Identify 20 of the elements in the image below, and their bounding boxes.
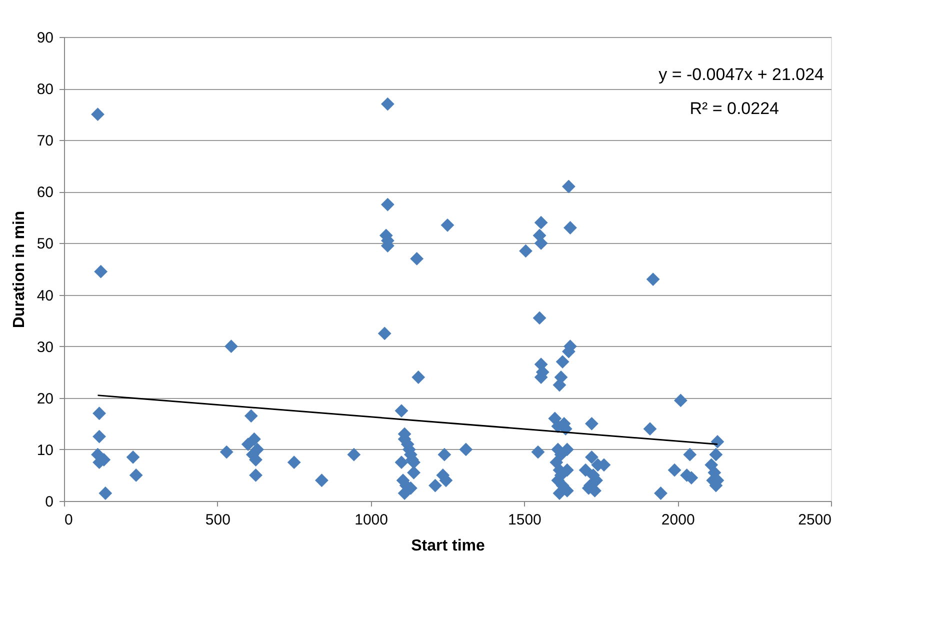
y-tick-label: 30: [36, 338, 54, 356]
y-tick-label: 60: [36, 184, 54, 202]
x-tick-label: 1000: [354, 512, 388, 528]
y-tick-label: 10: [36, 442, 54, 459]
y-tick-label: 40: [36, 287, 54, 304]
x-tick-label: 500: [205, 512, 230, 528]
y-axis-title: Duration in min: [10, 210, 28, 328]
x-axis-title: Start time: [411, 538, 485, 554]
y-tick-label: 20: [36, 390, 54, 408]
x-tick-label: 0: [64, 512, 73, 528]
y-tick-label: 0: [45, 494, 54, 510]
y-tick-label: 90: [36, 30, 54, 46]
x-tick-label: 2000: [661, 512, 695, 528]
y-tick-label: 70: [36, 132, 54, 150]
x-tick-label: 2500: [798, 512, 832, 528]
annotation: R² = 0.0224: [690, 99, 779, 118]
x-tick-label: 1500: [508, 512, 542, 528]
annotation: y = -0.0047x + 21.024: [658, 65, 824, 84]
y-tick-label: 50: [36, 236, 54, 253]
y-tick-label: 80: [36, 81, 54, 98]
